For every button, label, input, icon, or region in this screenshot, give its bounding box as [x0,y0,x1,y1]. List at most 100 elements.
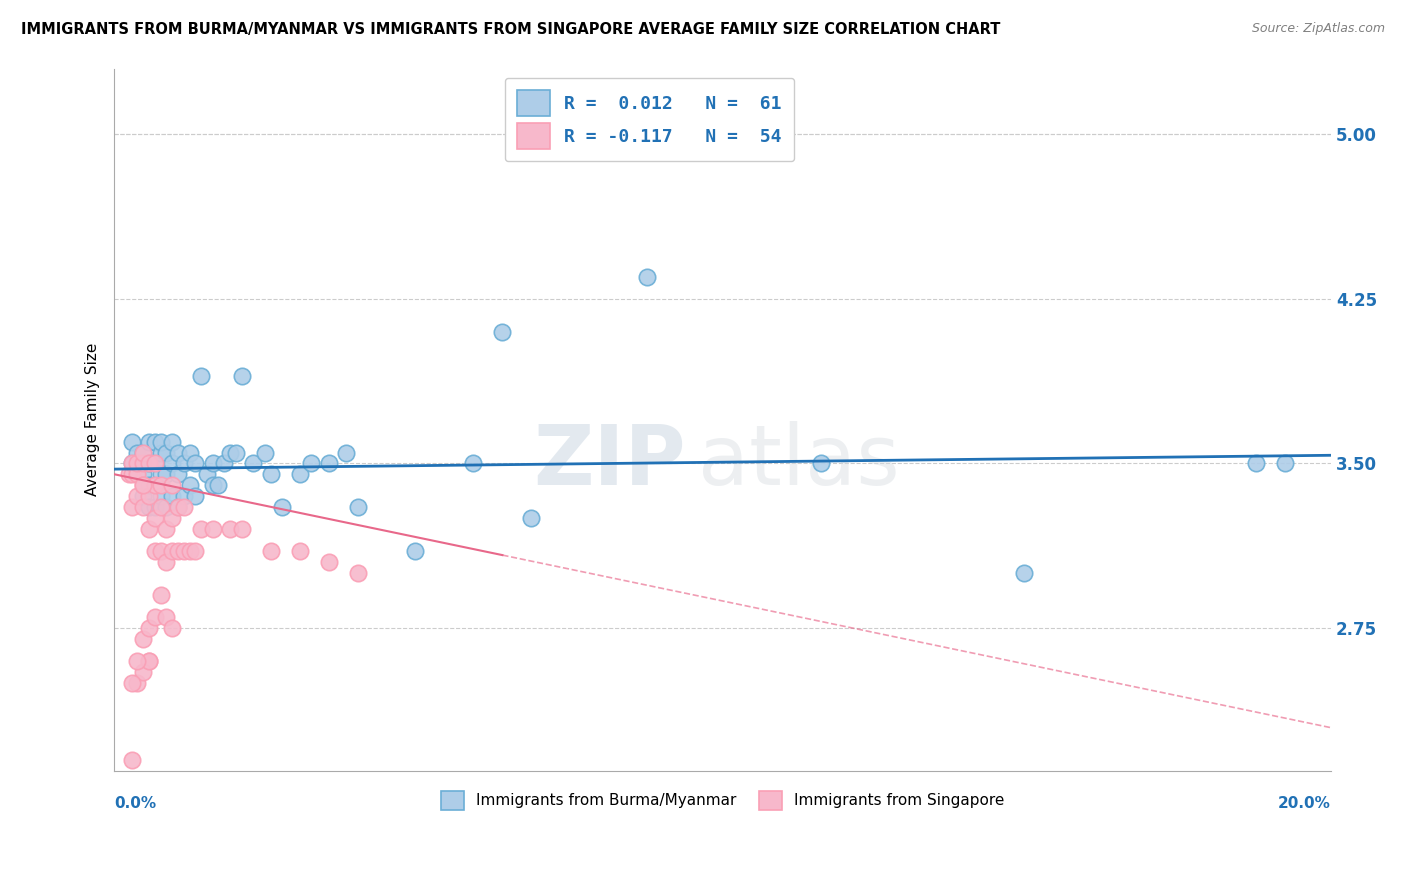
Point [259,467,281,482]
Point [132,445,155,459]
Point [132,457,155,471]
Point [173,544,195,558]
Point [167,544,190,558]
Point [138,654,160,668]
Point [318,555,340,569]
Point [160,621,183,635]
Point [132,445,155,459]
Text: ZIP: ZIP [533,421,686,502]
Point [160,544,183,558]
Point [149,500,172,515]
Point [121,676,143,690]
Point [201,478,224,492]
Point [167,467,190,482]
Point [253,445,276,459]
Point [155,555,177,569]
Point [491,325,513,339]
Point [173,490,195,504]
Point [201,522,224,536]
Point [288,544,311,558]
Point [346,500,368,515]
Point [155,467,177,482]
Point [149,467,172,482]
Point [143,500,166,515]
Point [207,478,229,492]
Point [195,467,218,482]
Point [242,457,264,471]
Point [184,457,207,471]
Point [121,500,143,515]
Point [288,467,311,482]
Point [155,500,177,515]
Point [201,457,224,471]
Text: atlas: atlas [699,421,900,502]
Point [127,467,149,482]
Point [167,500,190,515]
Point [127,676,149,690]
Point [184,544,207,558]
Point [318,457,340,471]
Point [231,522,253,536]
Point [149,434,172,449]
Point [143,478,166,492]
Point [155,445,177,459]
Point [179,544,201,558]
Point [173,457,195,471]
Point [143,511,166,525]
Point [149,478,172,492]
Point [271,500,294,515]
Point [132,665,155,679]
Point [225,445,247,459]
Point [143,434,166,449]
Point [138,457,160,471]
Point [173,500,195,515]
Point [214,457,236,471]
Point [167,445,190,459]
Point [463,457,485,471]
Point [1012,566,1035,581]
Point [138,478,160,492]
Legend: Immigrants from Burma/Myanmar, Immigrants from Singapore: Immigrants from Burma/Myanmar, Immigrant… [434,785,1011,815]
Point [179,445,201,459]
Point [346,566,368,581]
Point [160,434,183,449]
Point [405,544,427,558]
Point [231,368,253,383]
Text: 20.0%: 20.0% [1278,796,1331,811]
Point [132,467,155,482]
Point [190,368,212,383]
Point [155,610,177,624]
Text: Source: ZipAtlas.com: Source: ZipAtlas.com [1251,22,1385,36]
Point [155,522,177,536]
Point [149,544,172,558]
Point [138,457,160,471]
Point [149,588,172,602]
Point [149,445,172,459]
Point [143,478,166,492]
Point [138,621,160,635]
Point [335,445,357,459]
Point [143,457,166,471]
Point [121,457,143,471]
Point [127,445,149,459]
Text: IMMIGRANTS FROM BURMA/MYANMAR VS IMMIGRANTS FROM SINGAPORE AVERAGE FAMILY SIZE C: IMMIGRANTS FROM BURMA/MYANMAR VS IMMIGRA… [21,22,1001,37]
Point [167,500,190,515]
Point [160,478,183,492]
Point [149,490,172,504]
Point [143,457,166,471]
Point [190,522,212,536]
Point [520,511,543,525]
Point [143,544,166,558]
Point [299,457,322,471]
Point [121,457,143,471]
Point [1274,457,1296,471]
Point [259,544,281,558]
Point [1244,457,1267,471]
Point [138,500,160,515]
Point [127,457,149,471]
Point [810,457,832,471]
Point [132,500,155,515]
Point [121,434,143,449]
Point [160,457,183,471]
Point [138,434,160,449]
